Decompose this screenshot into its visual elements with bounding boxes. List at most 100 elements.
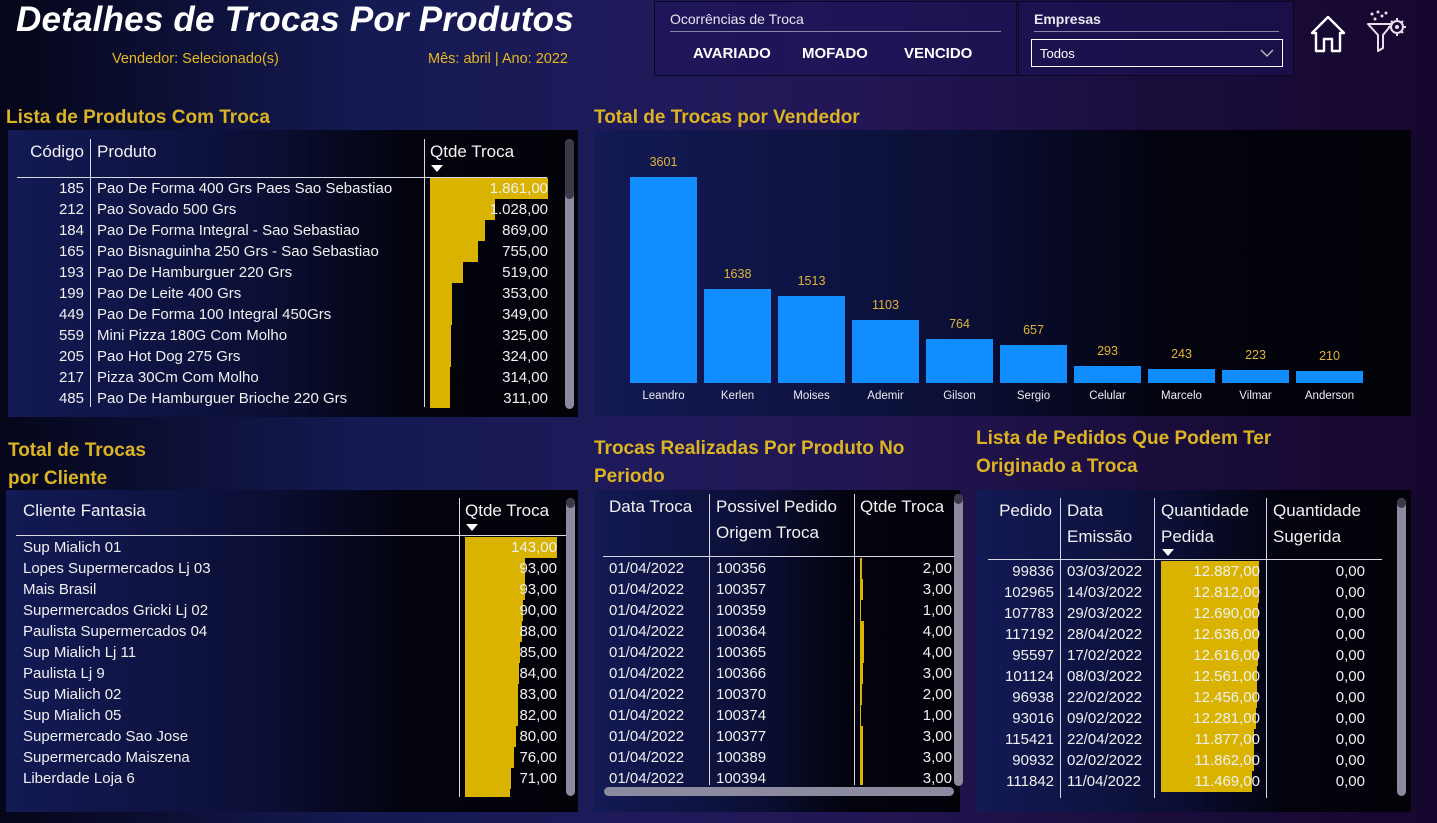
col-header-possivel-pedido[interactable]: Possivel Pedido — [716, 497, 837, 516]
vendedor-chart-title: Total de Trocas por Vendedor — [594, 107, 860, 128]
table-row[interactable]: 485 Pao De Hamburguer Brioche 220 Grs 311,… — [8, 388, 553, 408]
table-row[interactable]: 90932 02/02/2022 11.862,00 0,00 — [976, 750, 1396, 771]
pedidos-table-title-line2: Originado a Troca — [976, 456, 1138, 477]
table-row[interactable]: 01/04/2022 100389 3,00 — [594, 747, 956, 768]
table-row[interactable]: 117192 28/04/2022 12.636,00 0,00 — [976, 624, 1396, 645]
cell-cliente: Sup Mialich 05 — [23, 707, 122, 724]
table-row[interactable]: 199 Pao De Leite 400 Grs 353,00 — [8, 283, 553, 304]
cell-data-troca: 01/04/2022 — [609, 623, 685, 640]
col-header-produto[interactable]: Produto — [97, 142, 157, 161]
bar-sergio[interactable] — [1000, 345, 1067, 383]
table-row[interactable]: 01/04/2022 100377 3,00 — [594, 726, 956, 747]
qtde-databar — [860, 558, 862, 579]
table-row[interactable]: 01/04/2022 100356 2,00 — [594, 558, 956, 579]
bar-gilson[interactable] — [926, 339, 993, 383]
col-header-cliente-fantasia[interactable]: Cliente Fantasia — [23, 501, 146, 520]
filter-settings-button[interactable] — [1366, 10, 1408, 58]
bar-moises[interactable] — [778, 296, 845, 383]
table-row[interactable]: Lopes Supermercados Lj 03 93,00 — [6, 558, 566, 579]
table-row[interactable]: Sup Mialich 05 82,00 — [6, 705, 566, 726]
table-row[interactable]: 115421 22/04/2022 11.877,00 0,00 — [976, 729, 1396, 750]
table-row[interactable]: Supermercado Maiszena 76,00 — [6, 747, 566, 768]
table-row[interactable]: 111842 11/04/2022 11.469,00 0,00 — [976, 771, 1396, 792]
quantidade-databar — [1161, 771, 1252, 792]
bar-kerlen[interactable] — [704, 289, 771, 383]
table-row[interactable]: 01/04/2022 100357 3,00 — [594, 579, 956, 600]
table-row[interactable]: Sup Mialich 02 83,00 — [6, 684, 566, 705]
qtde-databar — [430, 178, 548, 199]
bar-celular[interactable] — [1074, 366, 1141, 383]
table-row[interactable]: 01/04/2022 100365 4,00 — [594, 642, 956, 663]
table-row[interactable]: 01/04/2022 100370 2,00 — [594, 684, 956, 705]
qtde-databar — [430, 283, 453, 304]
col-header-emissao[interactable]: Emissão — [1067, 527, 1133, 546]
table-row[interactable]: 449 Pao De Forma 100 Integral 450Grs 349,0… — [8, 304, 553, 325]
table-row[interactable]: 95597 17/02/2022 12.616,00 0,00 — [976, 645, 1396, 666]
table-row[interactable]: 01/04/2022 100364 4,00 — [594, 621, 956, 642]
bar-ademir[interactable] — [852, 319, 919, 383]
table-row[interactable]: 205 Pao Hot Dog 275 Grs 324,00 — [8, 346, 553, 367]
col-header-qtde-troca[interactable]: Qtde Troca — [430, 142, 515, 161]
table-row[interactable]: 99836 03/03/2022 12.887,00 0,00 — [976, 561, 1396, 582]
x-axis-label: Ademir — [867, 390, 904, 402]
col-header-origem-troca[interactable]: Origem Troca — [716, 523, 819, 542]
table-row[interactable]: 101124 08/03/2022 12.561,00 0,00 — [976, 666, 1396, 687]
home-button[interactable] — [1309, 14, 1347, 58]
table-row[interactable]: 96938 22/02/2022 12.456,00 0,00 — [976, 687, 1396, 708]
table-row[interactable]: 184 Pao De Forma Integral - Sao Sebastiao… — [8, 220, 553, 241]
clientes-vertical-scrollbar[interactable] — [566, 498, 575, 796]
bar-vilmar[interactable] — [1222, 370, 1289, 383]
table-row[interactable]: 165 Pao Bisnaguinha 250 Grs - Sao Sebasti… — [8, 241, 553, 262]
cell-pedido: 99836 — [1012, 563, 1054, 580]
chip-vencido[interactable]: VENCIDO — [904, 45, 973, 62]
chip-avariado[interactable]: AVARIADO — [693, 45, 771, 62]
table-row[interactable]: 107783 29/03/2022 12.690,00 0,00 — [976, 603, 1396, 624]
table-row[interactable]: Sup Mialich 01 143,00 — [6, 537, 566, 558]
col-header-qtde-troca[interactable]: Qtde Troca — [465, 501, 550, 520]
table-row[interactable]: Paulista Supermercados 04 88,00 — [6, 621, 566, 642]
table-row[interactable]: Supermercado Sao Jose 80,00 — [6, 726, 566, 747]
table-row[interactable]: 102965 14/03/2022 12.812,00 0,00 — [976, 582, 1396, 603]
bar-leandro[interactable] — [630, 177, 697, 383]
table-row[interactable]: 01/04/2022 100374 1,00 — [594, 705, 956, 726]
table-row[interactable]: Supermercados Gricki Lj 02 90,00 — [6, 600, 566, 621]
table-row[interactable]: 01/04/2022 100394 3,00 — [594, 768, 956, 785]
col-header-qtde-troca[interactable]: Qtde Troca — [860, 497, 945, 516]
bar-marcelo[interactable] — [1148, 369, 1215, 383]
table-row[interactable]: Mais Brasil 93,00 — [6, 579, 566, 600]
trocas-horizontal-scrollbar[interactable] — [604, 787, 954, 796]
empresas-dropdown[interactable]: Todos — [1031, 39, 1283, 67]
table-row[interactable]: Liberdade Loja 6 71,00 — [6, 768, 566, 789]
qtde-databar — [430, 304, 453, 325]
cell-produto: Pao De Hamburguer Brioche 220 Grs — [97, 390, 348, 407]
chip-mofado[interactable]: MOFADO — [802, 45, 868, 62]
cell-cliente: Sup Mialich 02 — [23, 686, 122, 703]
table-row[interactable]: 185 Pao De Forma 400 Grs Paes Sao Sebasti… — [8, 178, 553, 199]
table-row[interactable]: 193 Pao De Hamburguer 220 Grs 519,00 — [8, 262, 553, 283]
table-row[interactable]: 559 Mini Pizza 180G Com Molho 325,00 — [8, 325, 553, 346]
table-row[interactable]: 212 Pao Sovado 500 Grs 1.028,00 — [8, 199, 553, 220]
cell-data-troca: 01/04/2022 — [609, 560, 685, 577]
col-header-data-troca[interactable]: Data Troca — [609, 497, 693, 516]
cell-produto: Pao De Forma Integral - Sao Sebastiao — [97, 222, 360, 239]
col-header-codigo[interactable]: Código — [30, 142, 84, 161]
produtos-vertical-scrollbar[interactable] — [565, 139, 574, 409]
col-header-data[interactable]: Data — [1067, 501, 1103, 520]
table-row[interactable]: 93016 09/02/2022 12.281,00 0,00 — [976, 708, 1396, 729]
cell-possivel-pedido: 100389 — [716, 749, 767, 766]
table-row[interactable]: Paulista Lj 9 84,00 — [6, 663, 566, 684]
table-row[interactable]: 01/04/2022 100359 1,00 — [594, 600, 956, 621]
col-header-quantidade-sugerida[interactable]: Quantidade — [1273, 501, 1361, 520]
trocas-vertical-scrollbar[interactable] — [954, 494, 963, 786]
pedidos-vertical-scrollbar[interactable] — [1397, 498, 1406, 796]
cell-qtde-troca: 3,00 — [922, 581, 952, 598]
qtde-databar — [430, 199, 496, 220]
qtde-databar — [860, 726, 863, 747]
qtde-databar — [430, 388, 450, 408]
bar-anderson[interactable] — [1296, 370, 1363, 383]
table-row[interactable]: 217 Pizza 30Cm Com Molho 314,00 — [8, 367, 553, 388]
table-row[interactable]: 01/04/2022 100366 3,00 — [594, 663, 956, 684]
table-row[interactable]: Sup Mialich Lj 11 85,00 — [6, 642, 566, 663]
col-header-quantidade-pedida[interactable]: Quantidade — [1161, 501, 1249, 520]
col-header-pedido[interactable]: Pedido — [999, 501, 1052, 520]
